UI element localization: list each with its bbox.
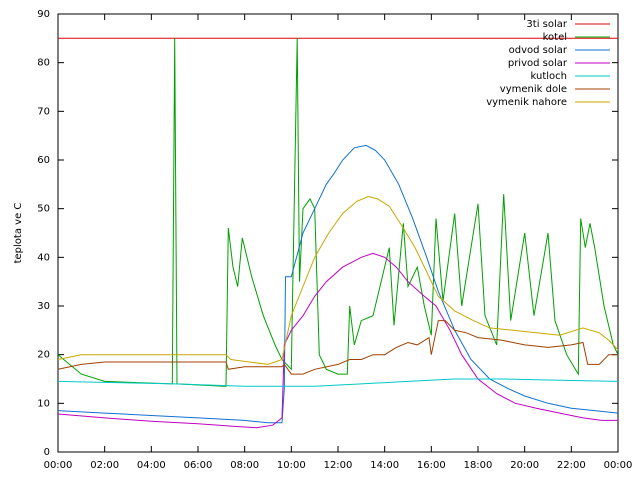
x-tick-label: 08:00: [230, 460, 259, 471]
y-axis-label: teplota ve C: [13, 203, 24, 264]
y-tick-label: 20: [37, 350, 50, 361]
legend-label: privod solar: [508, 58, 568, 69]
x-tick-label: 00:00: [604, 460, 633, 471]
y-tick-label: 80: [37, 58, 50, 69]
y-tick-label: 0: [44, 447, 50, 458]
legend-label: vymenik nahore: [486, 97, 567, 108]
x-tick-label: 16:00: [417, 460, 446, 471]
legend-label: vymenik dole: [500, 84, 567, 95]
x-tick-label: 14:00: [370, 460, 399, 471]
x-tick-label: 02:00: [90, 460, 119, 471]
series-line: [57, 378, 619, 387]
y-tick-label: 10: [37, 398, 50, 409]
legend-label: kotel: [543, 32, 567, 43]
x-tick-label: 00:00: [44, 460, 73, 471]
y-tick-label: 90: [37, 9, 50, 20]
x-tick-label: 04:00: [137, 460, 166, 471]
legend-label: odvod solar: [509, 45, 568, 56]
legend-label: 3ti solar: [526, 19, 567, 30]
series-line: [57, 38, 619, 387]
x-tick-label: 22:00: [557, 460, 586, 471]
y-tick-label: 50: [37, 204, 50, 215]
x-tick-label: 06:00: [184, 460, 213, 471]
x-tick-label: 18:00: [464, 460, 493, 471]
y-tick-label: 60: [37, 155, 50, 166]
x-tick-label: 12:00: [324, 460, 353, 471]
y-tick-label: 30: [37, 301, 50, 312]
series-line: [57, 195, 619, 365]
series-line: [57, 320, 618, 375]
series-line: [57, 252, 618, 429]
x-tick-label: 20:00: [510, 460, 539, 471]
y-tick-label: 70: [37, 106, 50, 117]
series-line: [57, 144, 619, 424]
legend-label: kutloch: [531, 71, 567, 82]
x-tick-label: 10:00: [277, 460, 306, 471]
y-tick-label: 40: [37, 252, 50, 263]
